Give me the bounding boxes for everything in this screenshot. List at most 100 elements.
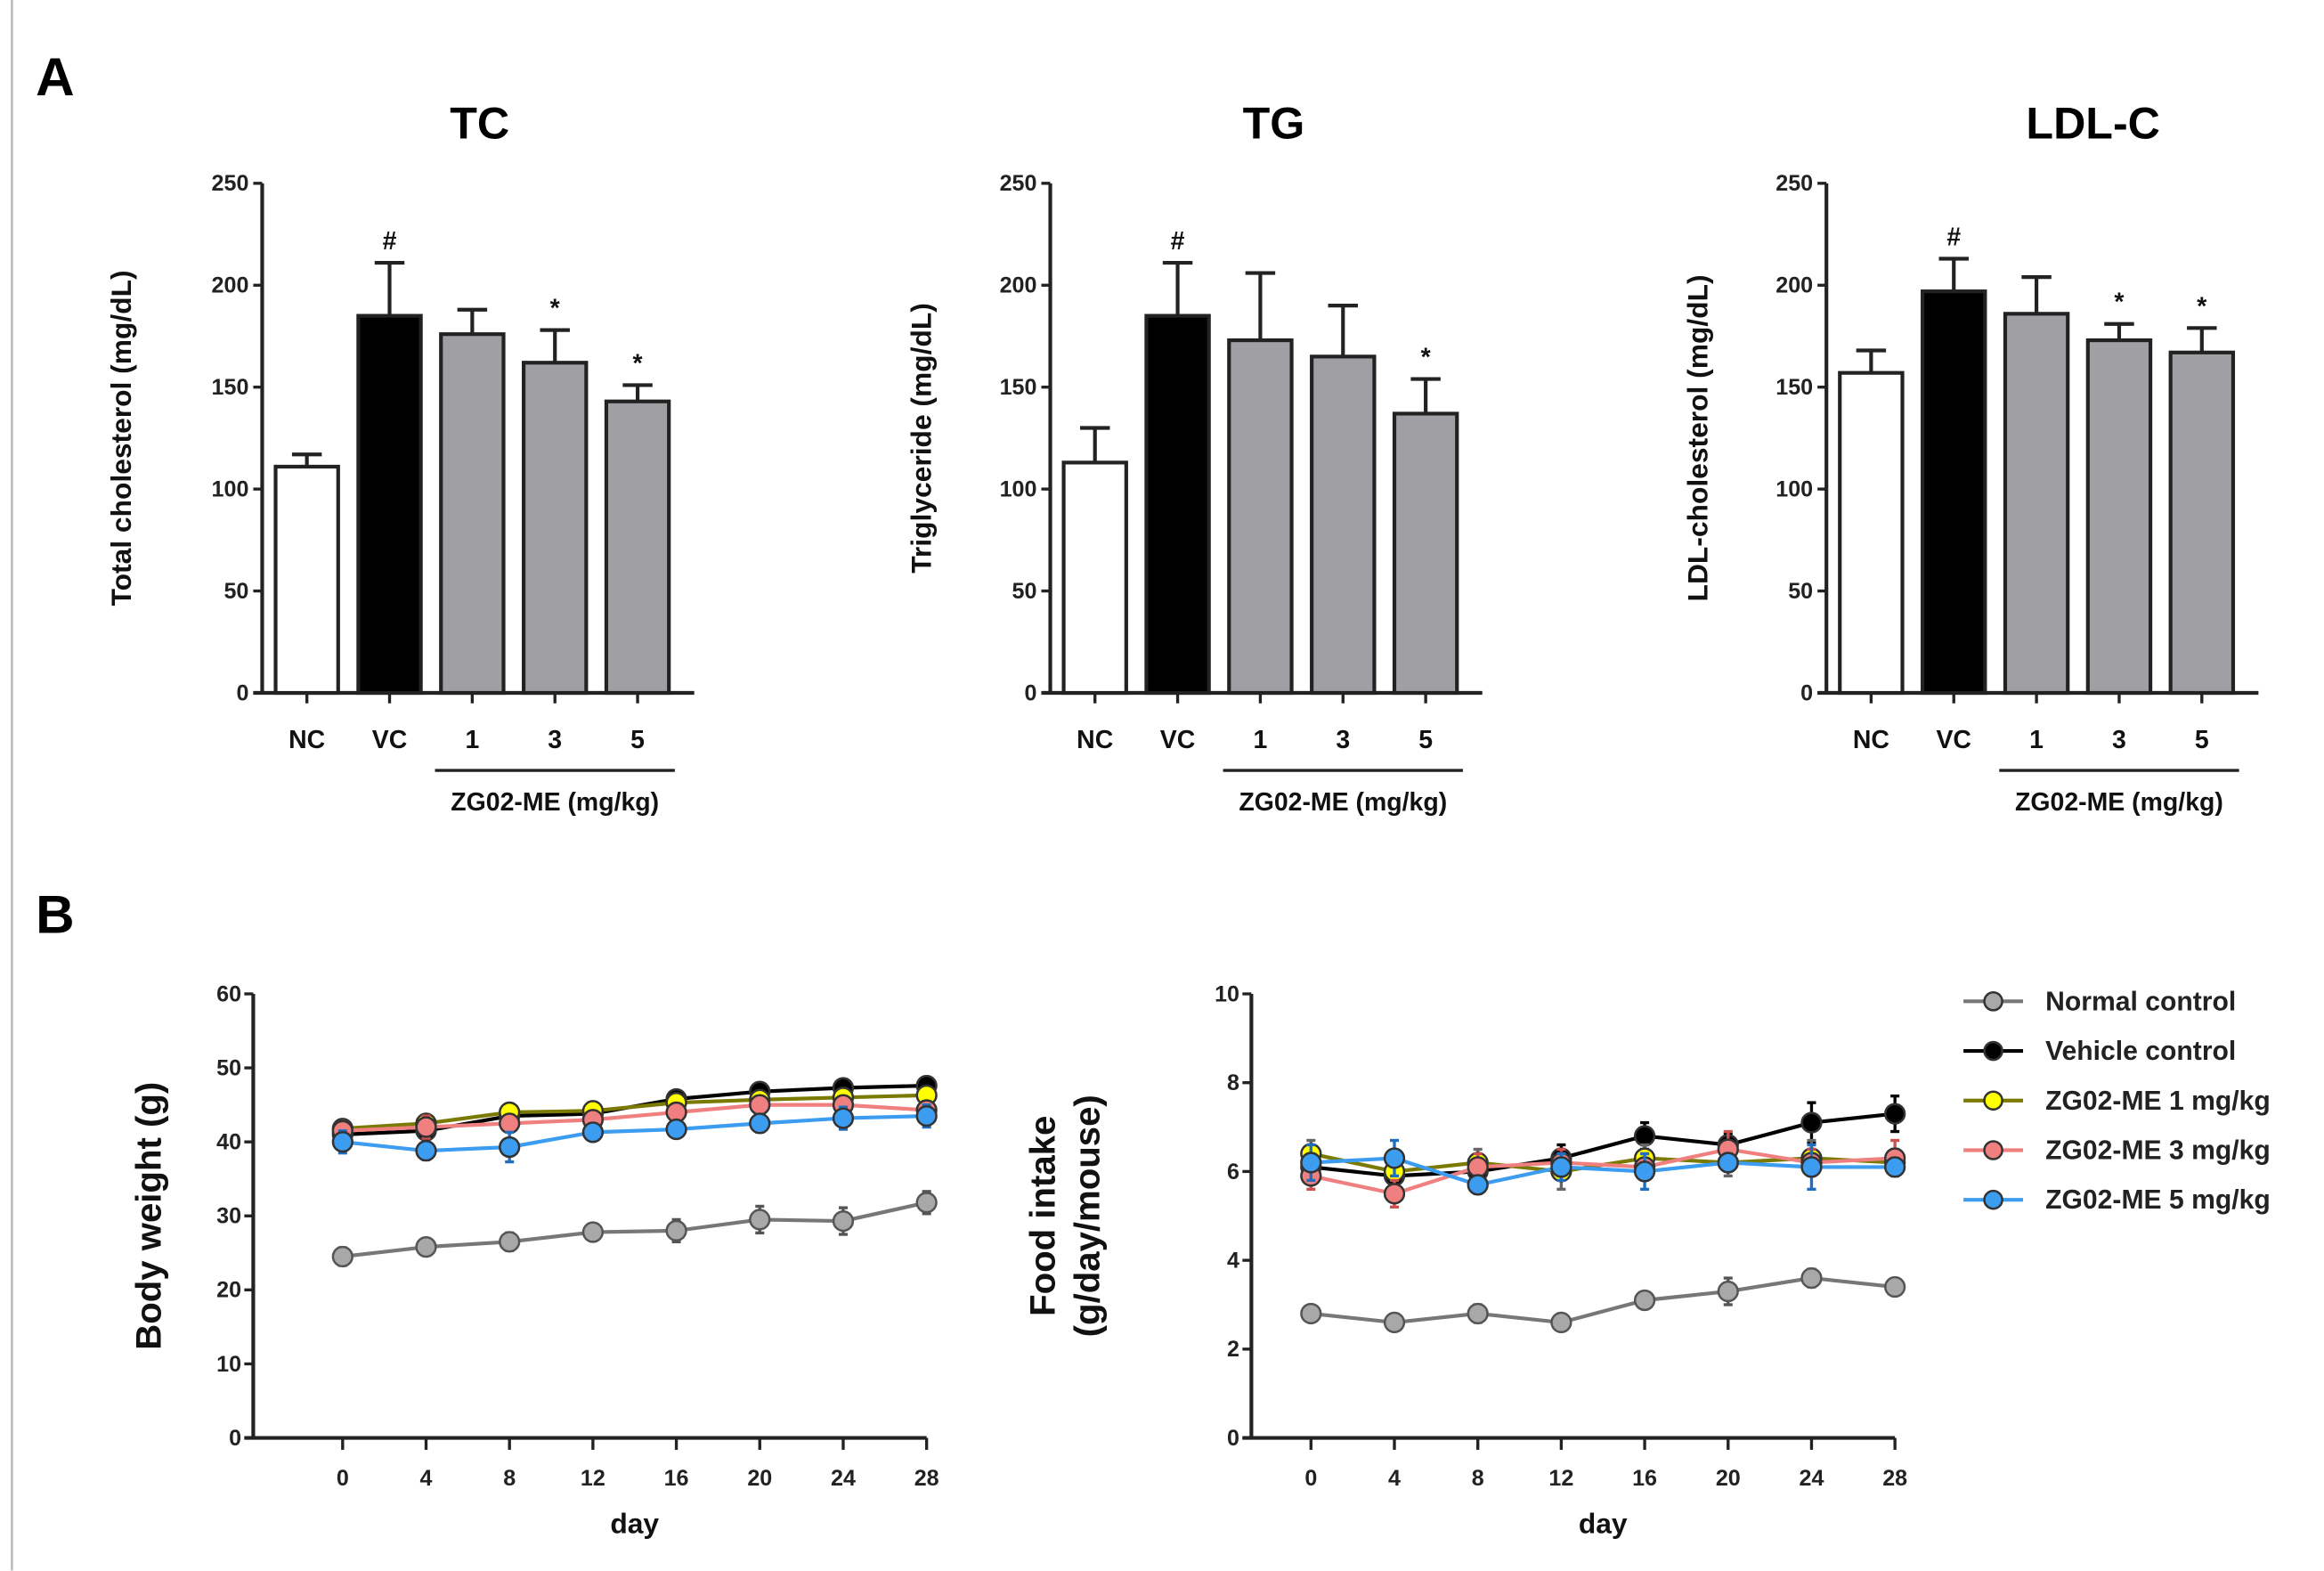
bar-nc	[1061, 460, 1128, 696]
y-axis-label: Total cholesterol (mg/dL)	[105, 270, 137, 606]
x-tick-label: 16	[1632, 1466, 1657, 1491]
bar-5	[1392, 411, 1459, 696]
series-zg02-me-5-mg-kg	[1300, 1138, 1906, 1196]
x-tick-label: NC	[1077, 726, 1113, 754]
legend-marker	[1983, 1090, 2003, 1111]
y-tick-label: 150	[1000, 375, 1037, 400]
legend-item: ZG02-ME 1 mg/kg	[1963, 1087, 2271, 1116]
line-chart-body-weight: 0 10 20 30 40 50 60 0 4 8 12 16 20 24 28 day Body weight…	[129, 981, 939, 1539]
significance-mark: *	[633, 349, 644, 378]
series-zg02-me-3-mg-kg	[331, 1094, 938, 1142]
bar-3	[1310, 354, 1377, 696]
y-tick-label: 200	[212, 273, 249, 298]
y-tick-label: 200	[1000, 273, 1037, 298]
data-point	[499, 1112, 521, 1135]
legend-item: Normal control	[1963, 987, 2236, 1016]
legend-label: ZG02-ME 1 mg/kg	[2045, 1087, 2271, 1116]
series-normal-control	[331, 1190, 938, 1268]
significance-mark: #	[1946, 223, 1961, 251]
y-tick-label: 0	[1025, 680, 1037, 705]
y-tick-label: 50	[1788, 579, 1813, 604]
data-point	[415, 1140, 437, 1162]
bar-nc	[273, 464, 340, 696]
data-point	[1300, 1302, 1322, 1325]
y-tick-label: 50	[1012, 579, 1037, 604]
x-tick-label: 16	[664, 1466, 689, 1491]
series-zg02-me-5-mg-kg	[331, 1103, 938, 1164]
y-tick-label: 0	[236, 680, 248, 705]
significance-mark: *	[2197, 292, 2207, 321]
legend-item: Vehicle control	[1963, 1037, 2236, 1066]
group-label: ZG02-ME (mg/kg)	[451, 788, 659, 817]
legend-label: Normal control	[2045, 987, 2236, 1016]
x-tick-label: VC	[1936, 726, 1971, 754]
data-point	[1884, 1275, 1906, 1298]
x-tick-label: 24	[1800, 1466, 1824, 1491]
y-tick-label: 0	[1800, 680, 1813, 705]
y-tick-label: 100	[212, 477, 249, 502]
data-point	[581, 1221, 605, 1243]
data-point	[1884, 1103, 1906, 1125]
y-tick-label: 50	[223, 579, 248, 604]
bar-3	[2085, 338, 2153, 696]
panel-label-a: A	[36, 46, 75, 107]
data-point	[749, 1112, 771, 1135]
data-point	[1550, 1156, 1572, 1178]
legend-marker	[1983, 991, 2003, 1012]
data-point	[499, 1231, 521, 1253]
x-tick-label: 28	[914, 1466, 939, 1491]
series-line	[342, 1103, 927, 1133]
data-point	[1633, 1160, 1656, 1183]
x-tick-label: 8	[1472, 1466, 1484, 1491]
bar-5	[2168, 350, 2236, 696]
group-label: ZG02-ME (mg/kg)	[1239, 788, 1447, 817]
legend-marker	[1983, 1140, 2003, 1160]
data-point	[331, 1131, 353, 1153]
x-tick-label: 3	[1336, 726, 1350, 754]
legend-item: ZG02-ME 3 mg/kg	[1963, 1136, 2271, 1166]
y-axis-label: Food intake	[1023, 1116, 1063, 1316]
y-tick-label: 150	[212, 375, 249, 400]
data-point	[1550, 1311, 1572, 1334]
y-tick-label: 60	[216, 981, 241, 1006]
data-point	[1800, 1156, 1823, 1178]
y-tick-label: 0	[229, 1426, 241, 1451]
series-line	[1311, 1275, 1896, 1325]
chart-title: TG	[1243, 99, 1305, 149]
data-point	[415, 1236, 437, 1258]
data-point	[1717, 1280, 1739, 1303]
bar-vc	[1144, 313, 1211, 696]
bar-3	[521, 361, 589, 696]
y-tick-label: 10	[216, 1352, 241, 1377]
x-tick-label: 20	[1716, 1466, 1741, 1491]
x-tick-label: NC	[288, 726, 325, 754]
series-line	[1310, 1147, 1896, 1196]
y-tick-label: 4	[1227, 1248, 1239, 1273]
significance-mark: *	[2114, 289, 2125, 317]
y-tick-label: 250	[1000, 171, 1037, 196]
data-point	[1884, 1156, 1906, 1178]
data-point	[1467, 1156, 1489, 1178]
group-label: ZG02-ME (mg/kg)	[2015, 788, 2223, 817]
data-point	[499, 1136, 521, 1159]
series-line	[342, 1093, 927, 1131]
data-point	[331, 1245, 353, 1268]
y-tick-label: 6	[1227, 1160, 1239, 1184]
legend-label: ZG02-ME 5 mg/kg	[2045, 1185, 2271, 1215]
data-point	[832, 1107, 855, 1129]
data-point	[832, 1209, 855, 1233]
y-tick-label: 100	[1000, 477, 1037, 502]
x-tick-label: 3	[548, 726, 562, 754]
x-tick-label: 8	[503, 1466, 516, 1491]
series-line	[342, 1113, 927, 1153]
chart-title: LDL-C	[2026, 99, 2160, 149]
data-point	[749, 1209, 771, 1231]
data-point	[1467, 1302, 1489, 1325]
y-axis-label: Triglyceride (mg/dL)	[906, 303, 938, 574]
x-tick-label: 3	[2112, 726, 2126, 754]
y-tick-label: 10	[1215, 981, 1239, 1006]
bar-5	[604, 399, 671, 696]
y-axis-label-units: (g/day/mouse)	[1068, 1095, 1108, 1337]
data-point	[665, 1118, 687, 1141]
data-point	[665, 1219, 687, 1242]
